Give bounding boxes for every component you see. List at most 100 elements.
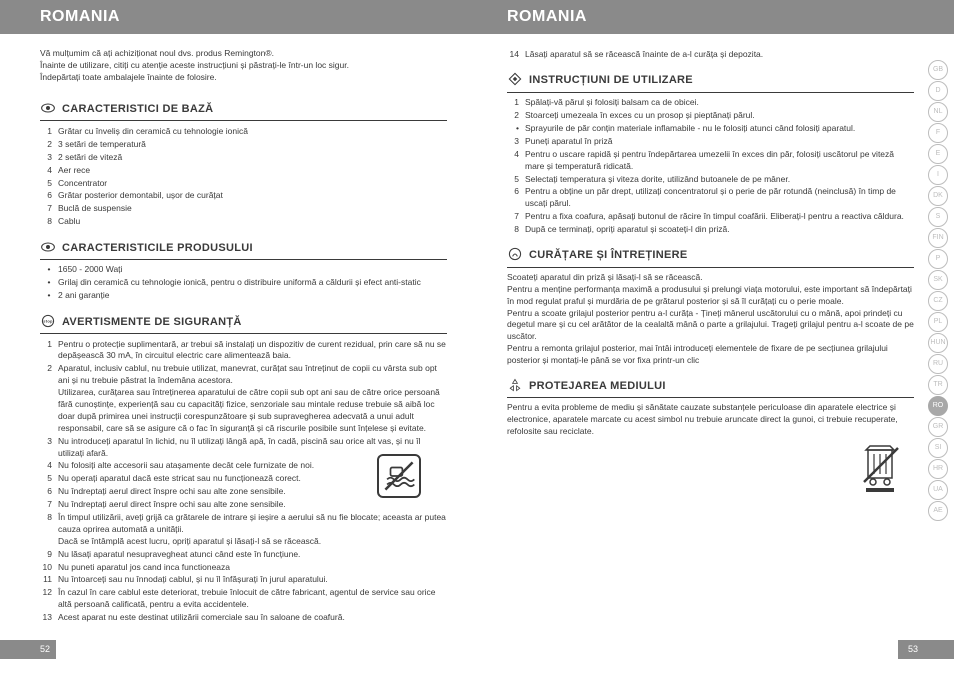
lang-tab-ae[interactable]: AE: [928, 501, 948, 521]
list-number: 3: [40, 152, 58, 164]
page-spread: ROMANIA Vă mulțumim că ați achiziționat …: [0, 0, 954, 673]
lang-tab-gb[interactable]: GB: [928, 60, 948, 80]
section-paragraph: Scoateți aparatul din priză și lăsați-l …: [507, 272, 914, 367]
bullet-icon: •: [40, 290, 58, 302]
list-text: Nu lăsați aparatul nesupravegheat atunci…: [58, 549, 447, 561]
list-text: Cablu: [58, 216, 447, 228]
diamond-icon: [507, 71, 523, 87]
list-text: 1650 - 2000 Wați: [58, 264, 447, 276]
list-item: 14 Lăsați aparatul să se răcească înaint…: [507, 48, 914, 61]
list-item: 4Aer rece: [40, 164, 447, 177]
list-number: 11: [40, 574, 58, 586]
lang-tab-cz[interactable]: CZ: [928, 291, 948, 311]
list-number: 1: [40, 126, 58, 138]
list-text: Sprayurile de păr conțin materiale infla…: [525, 123, 914, 135]
list-number: 4: [40, 165, 58, 177]
page-left: ROMANIA Vă mulțumim că ați achiziționat …: [0, 0, 477, 673]
lang-tab-d[interactable]: D: [928, 81, 948, 101]
list-text: Nu întoarceți sau nu înnodați cablul, și…: [58, 574, 447, 586]
lang-tab-s[interactable]: S: [928, 207, 948, 227]
svg-text:stop: stop: [43, 318, 53, 323]
list-number: 5: [507, 174, 525, 186]
lang-tab-p[interactable]: P: [928, 249, 948, 269]
list-number: 5: [40, 178, 58, 190]
list-item: 13Acest aparat nu este destinat utilizăr…: [40, 612, 447, 625]
list-number: 6: [40, 486, 58, 498]
list-number: 9: [40, 549, 58, 561]
section-title: INSTRUCȚIUNI DE UTILIZARE: [507, 71, 914, 92]
list-item: 9Nu lăsați aparatul nesupravegheat atunc…: [40, 548, 447, 561]
lang-tab-ua[interactable]: UA: [928, 480, 948, 500]
list-item: 2Aparatul, inclusiv cablul, nu trebuie u…: [40, 363, 447, 435]
language-tabs: GBDNLFEIDKSFINPSKCZPLHUNRUTRROGRSIHRUAAE: [928, 60, 948, 522]
list-item: 7Nu îndreptați aerul direct înspre ochi …: [40, 499, 447, 512]
lang-tab-i[interactable]: I: [928, 165, 948, 185]
lang-tab-hun[interactable]: HUN: [928, 333, 948, 353]
no-bath-icon: [377, 454, 421, 498]
list-item: 2Stoarceți umezeala în exces cu un proso…: [507, 110, 914, 123]
intro-line: Înainte de utilizare, citiți cu atenție …: [40, 60, 447, 72]
clean-icon: [507, 246, 523, 262]
list-text: Pentru a obține un păr drept, utilizați …: [525, 186, 914, 210]
list-number: 6: [507, 186, 525, 198]
lang-tab-si[interactable]: SI: [928, 438, 948, 458]
list-item: 11Nu întoarceți sau nu înnodați cablul, …: [40, 574, 447, 587]
list-text: Aparatul, inclusiv cablul, nu trebuie ut…: [58, 363, 447, 434]
list-item: 6Pentru a obține un păr drept, utilizați…: [507, 186, 914, 211]
lang-tab-hr[interactable]: HR: [928, 459, 948, 479]
list-number: 8: [40, 512, 58, 524]
lang-tab-e[interactable]: E: [928, 144, 948, 164]
list-number: 5: [40, 473, 58, 485]
recycle-icon: [507, 377, 523, 393]
lang-tab-sk[interactable]: SK: [928, 270, 948, 290]
list-text: Selectați temperatura și viteza dorite, …: [525, 174, 914, 186]
bullet-icon: •: [40, 264, 58, 276]
list-number: 1: [40, 339, 58, 351]
lang-tab-fin[interactable]: FIN: [928, 228, 948, 248]
list-item: 8În timpul utilizării, aveți grijă ca gr…: [40, 512, 447, 549]
list-item: 7Pentru a fixa coafura, apăsați butonul …: [507, 211, 914, 224]
list-number: 14: [507, 49, 525, 61]
lang-tab-ro[interactable]: RO: [928, 396, 948, 416]
list-item: 4Pentru o uscare rapidă și pentru îndepă…: [507, 148, 914, 173]
section-title: stopAVERTISMENTE DE SIGURANȚĂ: [40, 313, 447, 334]
page-number-left: 52: [0, 640, 56, 659]
list-text: Concentrator: [58, 178, 447, 190]
eye-icon: [40, 239, 56, 255]
list-item: 7Buclă de suspensie: [40, 203, 447, 216]
list-text: Pentru o uscare rapidă și pentru îndepăr…: [525, 149, 914, 173]
list-number: 8: [507, 224, 525, 236]
list-item: 1Pentru o protecție suplimentară, ar tre…: [40, 338, 447, 363]
page-number-right: 53: [898, 640, 954, 659]
list-item: •1650 - 2000 Wați: [40, 264, 447, 277]
lang-tab-nl[interactable]: NL: [928, 102, 948, 122]
stop-icon: stop: [40, 313, 56, 329]
eye-icon: [40, 100, 56, 116]
lang-tab-pl[interactable]: PL: [928, 312, 948, 332]
list-item: 8După ce terminați, opriți aparatul și s…: [507, 224, 914, 237]
list-text: 3 setări de temperatură: [58, 139, 447, 151]
list-item: 12În cazul în care cablul este deteriora…: [40, 587, 447, 612]
section-title: CURĂȚARE ȘI ÎNTREȚINERE: [507, 246, 914, 267]
lang-tab-f[interactable]: F: [928, 123, 948, 143]
list-text: Grătar cu înveliș din ceramică cu tehnol…: [58, 126, 447, 138]
section-title: CARACTERISTICI DE BAZĂ: [40, 100, 447, 121]
weee-icon: [860, 442, 904, 498]
lang-tab-tr[interactable]: TR: [928, 375, 948, 395]
section-title: CARACTERISTICILE PRODUSULUI: [40, 239, 447, 260]
list-number: 2: [40, 139, 58, 151]
list-text: Grătar posterior demontabil, ușor de cur…: [58, 190, 447, 202]
list-number: 7: [40, 203, 58, 215]
page-header-left: ROMANIA: [0, 0, 477, 34]
lang-tab-gr[interactable]: GR: [928, 417, 948, 437]
lang-tab-dk[interactable]: DK: [928, 186, 948, 206]
lang-tab-ru[interactable]: RU: [928, 354, 948, 374]
list-number: 7: [40, 499, 58, 511]
section-paragraph: Pentru a evita probleme de mediu și sănă…: [507, 402, 914, 438]
list-text: Acest aparat nu este destinat utilizării…: [58, 612, 447, 624]
list-item: •Sprayurile de păr conțin materiale infl…: [507, 122, 914, 135]
list-text: Pentru a fixa coafura, apăsați butonul d…: [525, 211, 914, 223]
intro-block: Vă mulțumim că ați achiziționat noul dvs…: [40, 48, 447, 84]
list-number: 13: [40, 612, 58, 624]
list-text: 2 setări de viteză: [58, 152, 447, 164]
